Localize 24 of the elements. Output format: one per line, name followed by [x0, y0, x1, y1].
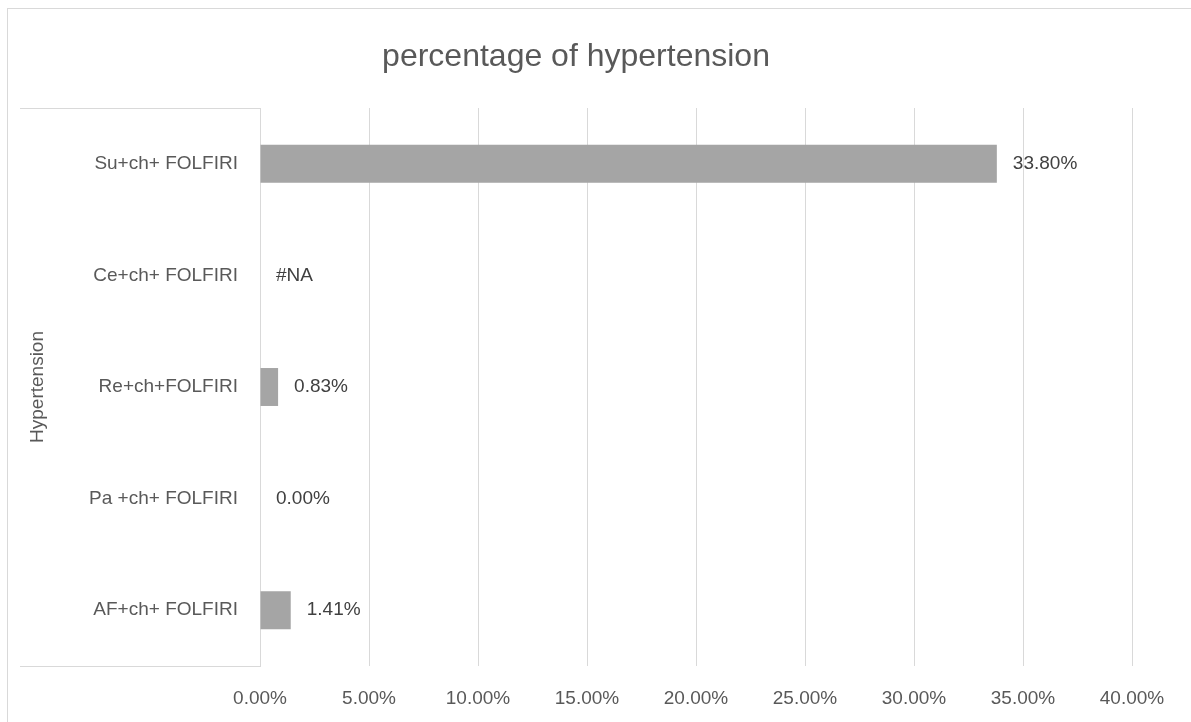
- bar: [260, 591, 291, 630]
- y-tick-label: Su+ch+ FOLFIRI: [94, 152, 238, 174]
- x-tick-label: 35.00%: [990, 686, 1056, 708]
- data-label: 33.80%: [1012, 152, 1078, 174]
- x-tick-label: 15.00%: [554, 686, 620, 708]
- x-tick-label: 25.00%: [772, 686, 838, 708]
- data-label: 0.83%: [294, 375, 349, 397]
- y-axis-title: Hypertension: [25, 331, 47, 443]
- x-tick-label: 10.00%: [445, 686, 511, 708]
- bar: [260, 368, 279, 406]
- y-tick-label: Pa +ch+ FOLFIRI: [89, 486, 238, 508]
- x-tick-label: 5.00%: [342, 686, 397, 708]
- y-tick-label: AF+ch+ FOLFIRI: [93, 598, 238, 620]
- data-label: 1.41%: [306, 598, 361, 620]
- x-tick-label: 30.00%: [881, 686, 947, 708]
- x-tick-label: 0.00%: [233, 686, 288, 708]
- x-tick-label: 40.00%: [1099, 686, 1165, 708]
- y-tick-label: Ce+ch+ FOLFIRI: [93, 263, 238, 285]
- text: #NA: [276, 263, 313, 285]
- y-tick-label: Re+ch+FOLFIRI: [98, 375, 238, 397]
- x-tick-label: 20.00%: [663, 686, 729, 708]
- bar: [260, 144, 997, 183]
- data-label: 0.00%: [276, 486, 330, 508]
- chart-title: percentage of hypertension: [382, 37, 770, 74]
